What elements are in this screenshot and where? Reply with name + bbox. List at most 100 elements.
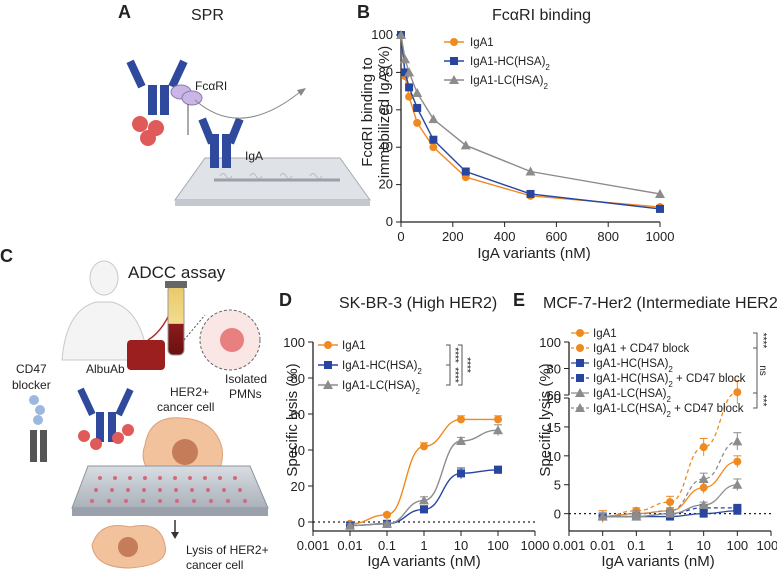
panel-e-legend-label: IgA1: [593, 328, 617, 340]
panel-e-xtick-label: 0.01: [590, 538, 615, 553]
panel-b-xtick-label: 0: [397, 229, 404, 244]
panel-b-title: FcαRI binding: [492, 7, 591, 24]
panel-d-ytick-label: 40: [291, 443, 305, 458]
panel-d-legend-marker: [324, 341, 332, 349]
panel-d-point: [420, 505, 428, 514]
panel-d-legend-marker: [324, 361, 332, 369]
panel-b-point: [405, 83, 414, 92]
panel-d-xtick-label: 0.1: [378, 538, 396, 553]
well-plate-graphic: [71, 465, 269, 516]
panel-b-ytick-label: 40: [379, 139, 393, 154]
panel-d-sig-bracket: [458, 344, 463, 386]
panel-b-xlabel: IgA variants (nM): [477, 245, 590, 262]
panel-b-point: [526, 189, 535, 198]
panel-e-legend-marker: [575, 388, 585, 397]
panel-b-legend-marker: [450, 38, 458, 46]
panel-e-sig-bracket: [753, 347, 758, 394]
panel-e-point: [698, 499, 709, 509]
binding-arrow-curve: [194, 91, 301, 119]
panel-d-point: [345, 520, 355, 530]
panel-d-xtick-label: 0.01: [337, 538, 362, 553]
panel-d-sig-label: ****: [449, 367, 460, 383]
panel-d-point: [382, 518, 392, 528]
panel-e-xtick-label: 1: [666, 538, 673, 553]
panel-e-label: E: [513, 290, 525, 310]
panel-d-legend-label: IgA1-LC(HSA)2: [342, 380, 421, 396]
panel-b-legend-label: IgA1-HC(HSA)2: [470, 56, 550, 72]
panel-b-legend-label: IgA1: [470, 37, 494, 49]
panel-e-xtick-label: 100: [726, 538, 748, 553]
panel-b-point: [460, 140, 471, 150]
panel-d-xtick-label: 10: [454, 538, 468, 553]
panel-d-point: [493, 425, 503, 435]
panel-d-ytick-label: 0: [298, 515, 305, 530]
panel-e-legend-label: IgA1-LC(HSA)2: [593, 388, 672, 404]
panel-e-legend: IgA1 IgA1 + CD47 block IgA1-HC(HSA)2IgA1-H…: [571, 328, 768, 419]
panel-e-ytick-label: 100: [539, 335, 561, 350]
panel-e-sig-label: ns: [757, 365, 768, 376]
albuab-label: AlbuAb: [86, 362, 125, 376]
panel-b-ytick-label: 60: [379, 102, 393, 117]
lysis-label-2: cancer cell: [186, 558, 243, 572]
panel-d-sig-bracket: [446, 364, 451, 386]
panel-d-chart: D SK-BR-3 (High HER2) Specific lysis (%)…: [279, 290, 549, 570]
panel-c-illustration: C ADCC assay Isolated PMNs CD47 blocker …: [0, 246, 269, 572]
panel-b-ylabel-line1: FcαRI binding to: [359, 57, 376, 167]
panel-d-point: [456, 436, 466, 445]
panel-e-point: [698, 473, 709, 483]
panel-d-xtick-label: 100: [487, 538, 509, 553]
fcari-label: FcαRI: [195, 79, 227, 93]
panel-d-sig-label: ****: [461, 357, 472, 373]
albuab-graphic: [77, 387, 134, 450]
spr-title: SPR: [191, 7, 224, 24]
panel-b-point: [461, 167, 470, 176]
panel-d-ytick-label: 20: [291, 479, 305, 494]
panel-b-point: [413, 118, 422, 127]
panel-b-xtick-label: 800: [597, 229, 619, 244]
panel-e-legend-label: IgA1-HC(HSA)2: [593, 358, 673, 374]
panel-b-chart: B FcαRI binding FcαRI binding to immobil…: [357, 2, 674, 262]
panel-b-point: [655, 188, 665, 198]
panel-b-ytick-label: 20: [379, 177, 393, 192]
panel-b-ylabel-line2: immobilized IgA (%): [376, 46, 393, 179]
panel-d-point: [457, 469, 465, 478]
panel-d-point: [494, 415, 502, 424]
panel-e-point: [733, 503, 742, 512]
panel-d-point: [383, 510, 391, 519]
panel-e-point: [699, 509, 708, 518]
panel-e-legend-marker: [575, 403, 585, 412]
panel-e-xtick-label: 0.1: [627, 538, 645, 553]
panel-e-xlabel: IgA variants (nM): [601, 553, 714, 570]
panel-e-marks: [597, 380, 743, 523]
lysis-arrow-head: [171, 532, 179, 539]
panel-d-point: [494, 465, 502, 474]
panel-e-point: [733, 388, 742, 397]
cd47-label-2: blocker: [12, 378, 51, 392]
panel-e-ytick-label: 60: [547, 388, 561, 403]
panel-b-ytick-label: 80: [379, 64, 393, 79]
panel-e-ytick-label: 15: [547, 420, 561, 435]
panel-e-point: [732, 436, 743, 446]
panel-d-legend-label: IgA1-HC(HSA)2: [342, 360, 422, 376]
panel-e-title: MCF-7-Her2 (Intermediate HER2): [543, 295, 777, 312]
panel-d-ylabel: Specific lysis (%): [284, 363, 301, 476]
panel-e-ytick-label: 20: [547, 391, 561, 406]
panel-d-marks: [345, 415, 503, 530]
blood-tube-graphic: [167, 284, 185, 356]
panel-e-ylabel: Specific lysis (%): [537, 363, 554, 476]
panel-b-point: [428, 114, 439, 124]
panel-e-sig-bracket: [753, 332, 758, 349]
panel-b-point: [401, 68, 410, 77]
panel-b-ytick-label: 0: [386, 214, 393, 229]
panel-b-legend-marker: [449, 75, 459, 84]
panel-b-point: [404, 67, 415, 77]
panel-d-sig-label: ****: [449, 347, 460, 363]
panel-d-legend-marker: [323, 380, 333, 389]
panel-e-legend-marker: [576, 344, 584, 352]
panel-d-axes: 0 20 40 60 80 100 0.001 0.01 0.1 1 10 100 1000: [283, 335, 549, 553]
panel-a-illustration: A SPR IgA FcαRI: [118, 2, 371, 206]
binding-arrow-head: [297, 88, 306, 96]
panel-d-legend-label: IgA1: [342, 340, 366, 352]
panel-e-point: [666, 498, 674, 507]
panel-e-xtick-label: 10: [696, 538, 710, 553]
